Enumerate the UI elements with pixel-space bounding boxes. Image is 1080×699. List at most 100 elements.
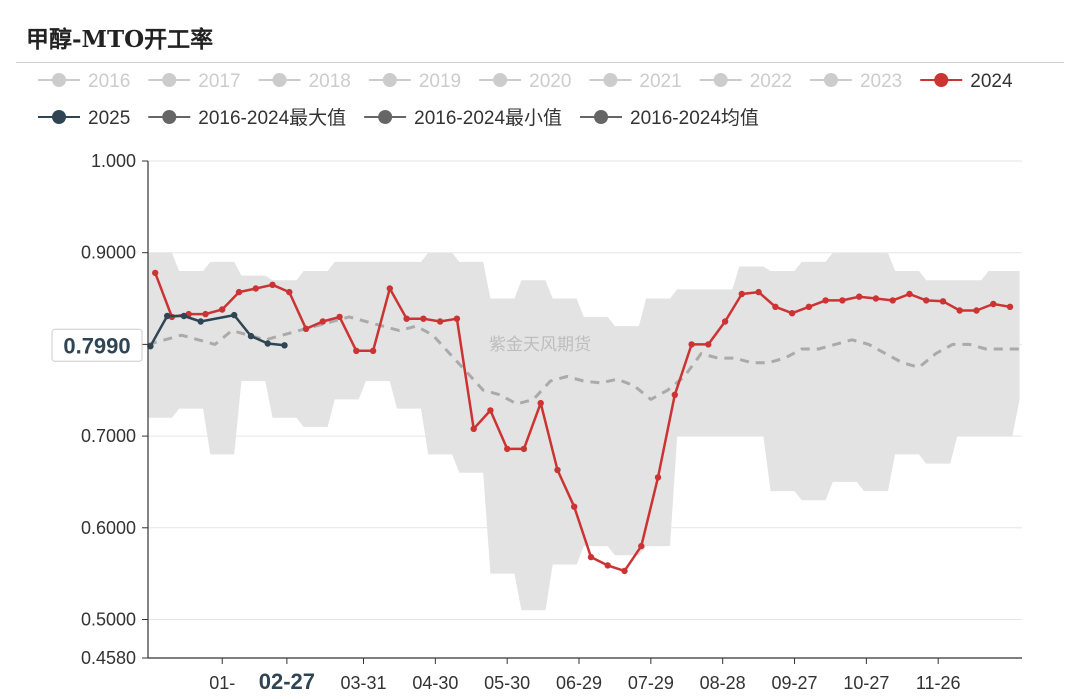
series [147, 269, 1020, 575]
legend-item[interactable]: 2016 [38, 71, 130, 92]
legend-item[interactable]: 2019 [368, 71, 461, 92]
data-point [805, 303, 813, 310]
data-point [571, 503, 578, 510]
legend-marker [378, 110, 393, 124]
data-point [147, 343, 154, 350]
x-tick-label: 08-28 [700, 673, 746, 693]
legend-item[interactable]: 2018 [258, 71, 351, 92]
x-tick-label: 04-30 [412, 673, 458, 693]
data-point [973, 307, 980, 314]
data-point [152, 269, 159, 277]
legend-item[interactable]: 2016-2024最小值 [364, 107, 562, 129]
legend-marker [493, 73, 508, 87]
legend-marker [382, 73, 397, 87]
legend-label: 2020 [529, 71, 571, 92]
page-title: 甲醇-MTO开工率 [26, 26, 214, 53]
x-tick-label: 02-27 [259, 669, 315, 694]
data-point [286, 288, 293, 296]
data-point [247, 332, 255, 340]
legend-item[interactable]: 2017 [148, 71, 241, 92]
y-tick-label: 0.6000 [81, 518, 136, 538]
data-point [281, 342, 288, 349]
legend-item[interactable]: 2016-2024均值 [580, 107, 759, 129]
data-point [638, 542, 645, 550]
data-point [956, 307, 963, 314]
data-point [219, 306, 226, 313]
data-point [889, 297, 896, 304]
x-tick-label: 03-31 [340, 673, 386, 693]
legend-marker [52, 110, 66, 124]
x-tick-label: 06-29 [556, 673, 602, 693]
data-point [353, 347, 360, 354]
series-2025 [147, 311, 288, 350]
data-point [554, 466, 561, 474]
data-point [654, 474, 662, 481]
data-point [856, 293, 863, 300]
legend-label: 2025 [88, 108, 130, 129]
legend-item[interactable]: 2024 [920, 71, 1013, 92]
legend-marker [162, 73, 177, 87]
data-point [185, 310, 192, 318]
x-tick-label: 10-27 [843, 673, 889, 693]
legend-marker [52, 73, 66, 87]
legend-item[interactable]: 2016-2024最大值 [148, 107, 346, 129]
data-point [202, 310, 209, 318]
x-tick-label: 01- [209, 673, 235, 693]
x-tick-label: 11-26 [916, 673, 961, 693]
series-2024 [152, 269, 1014, 575]
watermark: 紫金天风期货 [489, 335, 591, 354]
data-point [487, 407, 494, 414]
data-point [420, 315, 427, 322]
legend-marker [272, 73, 287, 87]
y-tick-label: 0.9000 [81, 243, 136, 263]
x-tick-label: 09-27 [771, 673, 817, 693]
data-point [520, 445, 528, 453]
data-point [537, 399, 544, 407]
series-line [154, 272, 1011, 573]
y-tick-label: 0.7000 [81, 426, 136, 446]
y-tick-label: 0.4580 [81, 648, 136, 668]
data-point [738, 290, 745, 298]
data-point [604, 562, 611, 569]
data-point [839, 297, 846, 304]
data-point [319, 318, 326, 325]
data-point [302, 325, 310, 332]
legend-marker [594, 110, 609, 124]
legend-label: 2016-2024最小值 [414, 107, 562, 129]
x-tick-label: 07-29 [628, 673, 674, 693]
data-point [621, 567, 628, 575]
data-point [990, 300, 997, 308]
legend-marker [713, 73, 728, 87]
legend-item[interactable]: 2020 [479, 71, 571, 92]
legend-label: 2021 [639, 71, 681, 92]
data-point [822, 297, 829, 304]
data-point [705, 341, 712, 348]
legend-label: 2023 [860, 71, 902, 92]
legend-item[interactable]: 2023 [809, 71, 902, 92]
legend-label: 2018 [309, 71, 351, 92]
legend-marker [603, 73, 618, 87]
data-point [252, 285, 259, 292]
data-point [386, 285, 393, 292]
legend-item[interactable]: 2022 [699, 71, 792, 92]
data-point [587, 553, 595, 561]
data-point [755, 288, 762, 296]
data-point [688, 341, 695, 348]
data-point [269, 281, 276, 288]
data-point [235, 288, 243, 296]
legend-item[interactable]: 2021 [589, 71, 682, 92]
legend-label: 2016 [88, 71, 130, 92]
data-point [453, 315, 461, 322]
data-point [180, 312, 188, 320]
legend: 2016 2017 2018 2019 2020 2021 2022 2023 2024 2025… [38, 71, 1013, 129]
legend-marker [823, 73, 838, 87]
title-divider [16, 62, 1064, 63]
legend-item[interactable]: 2025 [38, 108, 130, 129]
data-point [671, 391, 678, 398]
data-point [504, 445, 511, 453]
pointer-box [51, 328, 143, 362]
min-max-band [148, 252, 1020, 611]
data-point [403, 315, 410, 322]
data-point [1006, 303, 1014, 310]
